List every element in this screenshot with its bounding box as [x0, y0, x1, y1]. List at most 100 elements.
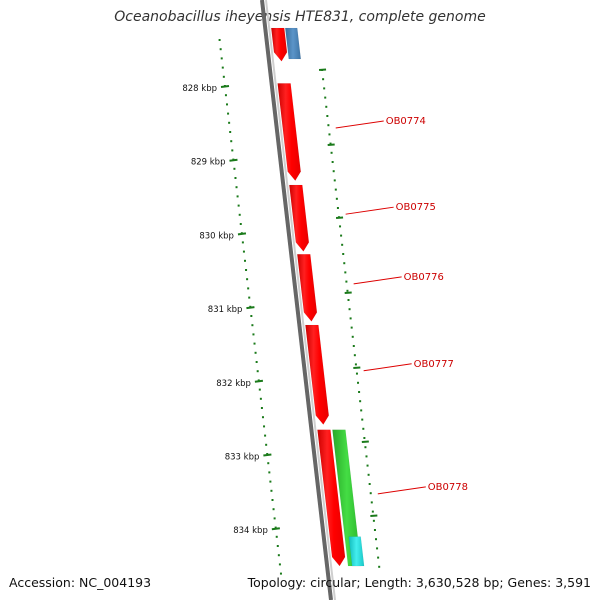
inner-ring-dot	[260, 407, 263, 409]
tick-label: 829 kbp	[191, 158, 226, 168]
gene-label-leader	[363, 363, 412, 372]
gene-track	[270, 27, 365, 567]
tick-mark	[237, 232, 247, 236]
inner-ring-dot	[274, 526, 277, 529]
outer-ring-dot	[357, 381, 360, 384]
inner-ring-dot	[220, 57, 223, 60]
outer-ring-dot	[362, 427, 365, 430]
outer-ring-dot	[371, 510, 374, 513]
outer-ring-dash	[353, 366, 361, 369]
outer-ring-dash	[335, 216, 344, 219]
tick-mark	[229, 158, 238, 162]
outer-ring-dot	[376, 547, 379, 550]
inner-ring-dot	[224, 94, 227, 97]
gene-arrow-ob0775[interactable]	[288, 184, 310, 252]
inner-ring-dot	[243, 259, 246, 262]
outer-ring-dot	[325, 105, 328, 108]
inner-ring-dot	[238, 213, 241, 216]
outer-ring-dot	[343, 262, 346, 265]
inner-ring-dot	[258, 388, 261, 391]
gene-arrow-ob0778[interactable]	[317, 429, 346, 567]
inner-ring-dot	[242, 250, 245, 253]
outer-ring-dot	[373, 529, 376, 531]
tick-mark	[271, 527, 280, 531]
outer-ring-dot	[326, 115, 329, 117]
inner-ring-dot	[279, 572, 282, 575]
outer-ring-dot	[360, 409, 363, 412]
outer-ring-dot	[339, 225, 342, 228]
outer-ring-dot	[323, 87, 326, 90]
outer-ring-dot	[365, 455, 368, 458]
gene-arrow-ob0774[interactable]	[277, 83, 301, 182]
inner-ring-dot	[268, 471, 271, 474]
outer-ring-dot	[348, 308, 351, 311]
outer-ring-dash	[327, 143, 335, 146]
outer-ring-dot	[335, 197, 338, 200]
outer-ring-dot	[350, 326, 353, 329]
outer-ring-dot	[359, 400, 362, 403]
outer-ring-dot	[367, 473, 370, 476]
inner-ring-dot	[236, 195, 239, 198]
outer-ring-dot	[336, 207, 339, 209]
inner-ring-dot	[239, 223, 242, 225]
outer-ring-dot	[334, 188, 337, 191]
gene-arrow-ob0776[interactable]	[296, 254, 318, 322]
outer-ring-dot	[342, 253, 345, 255]
coordinate-ticks: 828 kbp 829 kbp 830 kbp 831 kbp 832 kbp 833 k…	[182, 84, 280, 536]
outer-ring-dot	[363, 437, 366, 439]
outer-ring-dot	[351, 335, 354, 338]
inner-ring-dot	[254, 351, 257, 354]
inner-ring-dot	[221, 66, 224, 69]
inner-ring-dot	[276, 545, 279, 547]
outer-ring-dash	[361, 440, 369, 443]
tick-label: 831 kbp	[208, 305, 243, 315]
inner-ring-dot	[259, 397, 262, 400]
inner-ring-dot	[218, 39, 221, 41]
inner-ring-dot	[256, 370, 259, 373]
gene-arrow-blue-1[interactable]	[284, 27, 302, 60]
outer-ring-dot	[378, 565, 381, 568]
outer-ring-dot	[353, 354, 356, 357]
gene-arrow-red-0[interactable]	[270, 27, 288, 62]
gene-label-leader	[377, 486, 426, 495]
inner-ring-dot	[228, 121, 231, 124]
inner-ring-dot	[252, 333, 255, 336]
inner-ring-dot	[263, 425, 266, 428]
gene-label: OB0774	[386, 116, 426, 127]
gene-label-leader	[353, 276, 402, 285]
inner-ring-dot	[247, 287, 250, 290]
tick-label: 830 kbp	[199, 231, 234, 241]
inner-ring-dot	[253, 342, 256, 345]
inner-ring-dot	[235, 186, 238, 189]
gene-label: OB0775	[396, 202, 436, 213]
outer-ring-dash	[344, 291, 352, 294]
tick-dots	[218, 39, 381, 575]
inner-ring-dot	[233, 167, 236, 170]
outer-ring-dot	[364, 446, 367, 449]
inner-ring-dot	[226, 103, 229, 106]
inner-ring-dot	[261, 416, 264, 419]
outer-ring-dot	[366, 464, 369, 467]
gene-label-leader	[345, 206, 394, 215]
inner-ring-dot	[231, 149, 234, 152]
outer-ring-dot	[368, 483, 371, 485]
outer-ring-dot	[340, 234, 343, 237]
outer-ring-dot	[341, 243, 344, 246]
inner-ring-dot	[251, 324, 254, 327]
outer-ring-dot	[372, 519, 375, 522]
outer-ring-dot	[370, 501, 373, 504]
gene-arrow-ob0777[interactable]	[305, 324, 330, 425]
inner-ring-dot	[230, 140, 233, 143]
outer-ring-dot	[355, 372, 358, 375]
backbone-highlight	[265, 0, 336, 600]
outer-ring-dot	[329, 142, 332, 145]
outer-ring-dot	[324, 96, 327, 99]
gene-arrow-cyan-8[interactable]	[348, 536, 365, 567]
backbone-line	[260, 0, 333, 600]
genome-title: Oceanobacillus iheyensis HTE831, complet…	[114, 9, 486, 25]
inner-ring-dot	[229, 131, 232, 133]
inner-ring-dot	[248, 296, 251, 299]
outer-ring-dot	[330, 151, 333, 154]
gene-label: OB0777	[414, 359, 454, 370]
